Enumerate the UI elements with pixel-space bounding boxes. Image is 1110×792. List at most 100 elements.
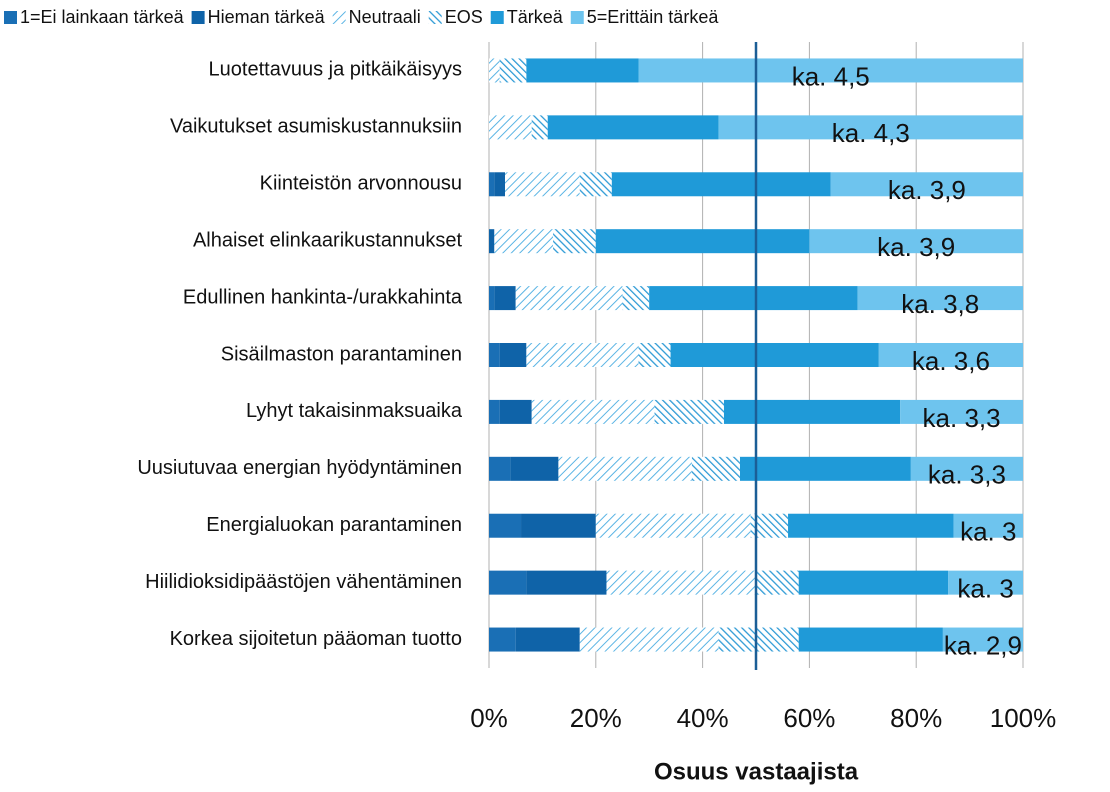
annotation: ka. 4,3 <box>832 118 910 148</box>
bar-segment <box>718 627 799 652</box>
bar-segment <box>579 627 719 652</box>
legend-label: 5=Erittäin tärkeä <box>587 7 720 27</box>
bar-segment <box>739 456 911 481</box>
x-tick-label: 0% <box>470 703 508 733</box>
bar-segment <box>521 513 596 538</box>
annotation: ka. 3,8 <box>901 289 979 319</box>
y-tick-label: Korkea sijoitetun pääoman tuotto <box>170 628 462 650</box>
bar-segment <box>691 456 740 481</box>
legend-swatch <box>428 11 442 24</box>
bar-segment <box>622 286 650 311</box>
bar-segment <box>910 456 1023 481</box>
annotation: ka. 3 <box>957 574 1013 604</box>
annotation: ka. 2,9 <box>944 630 1022 660</box>
annotation: ka. 3,9 <box>877 232 955 262</box>
bar-segment <box>547 115 719 140</box>
legend-label: Hieman tärkeä <box>208 7 326 27</box>
y-tick-label: Kiinteistön arvonnousu <box>260 173 462 195</box>
legend-swatch <box>332 11 346 24</box>
annotation: ka. 3,3 <box>928 460 1006 490</box>
bar-segment <box>606 570 756 595</box>
bar-segment <box>857 286 1023 311</box>
bar-segment <box>756 570 799 595</box>
bar-segment <box>505 172 580 197</box>
bar-segment <box>494 229 554 254</box>
bar-segment <box>595 229 810 254</box>
legend-swatch <box>4 11 17 24</box>
y-tick-label: Luotettavuus ja pitkäikäisyys <box>209 59 462 81</box>
y-tick-label: Vaikutukset asumiskustannuksiin <box>170 116 462 138</box>
legend-label: 1=Ei lainkaan tärkeä <box>20 7 185 27</box>
bar-segment <box>948 570 1023 595</box>
x-tick-label: 80% <box>890 703 942 733</box>
bar-segment <box>670 343 879 367</box>
bar-segment <box>489 343 500 367</box>
bar-segment <box>595 513 751 538</box>
bar-segment <box>878 343 1023 367</box>
annotation: ka. 4,5 <box>792 61 870 91</box>
bar-segment <box>510 456 559 481</box>
bar-segment <box>611 172 831 197</box>
bar-segment <box>489 115 532 140</box>
bar-segment <box>515 286 623 311</box>
bar-segment <box>494 172 506 197</box>
bar-segment <box>499 399 532 424</box>
bar-segment <box>494 286 516 311</box>
y-tick-label: Hiilidioksidipäästöjen vähentäminen <box>145 571 462 593</box>
x-tick-label: 100% <box>990 703 1057 733</box>
legend-swatch <box>490 11 504 24</box>
bar-segment <box>526 343 639 367</box>
bar-segment <box>489 229 495 254</box>
bar-segment <box>515 627 580 652</box>
legend-label: Neutraali <box>349 7 421 27</box>
bar-segment <box>499 343 527 367</box>
y-tick-label: Lyhyt takaisinmaksuaika <box>246 400 463 422</box>
bar-segment <box>526 570 607 595</box>
annotation: ka. 3 <box>960 517 1016 547</box>
bar-segment <box>649 286 858 311</box>
bar-segment <box>830 172 1023 197</box>
bar-segment <box>798 627 943 652</box>
bar-segment <box>489 570 527 595</box>
annotation: ka. 3,6 <box>912 346 990 376</box>
bar-segment <box>942 627 1023 652</box>
legend-label: EOS <box>445 7 483 27</box>
y-tick-label: Alhaiset elinkaarikustannukset <box>193 229 462 251</box>
bar-segment <box>638 343 671 367</box>
annotation: ka. 3,9 <box>888 175 966 205</box>
bar-segment <box>489 456 511 481</box>
bar-segment <box>499 58 527 83</box>
y-tick-label: Sisäilmaston parantaminen <box>221 343 462 365</box>
legend-label: Tärkeä <box>507 7 564 27</box>
y-tick-label: Edullinen hankinta-/urakkahinta <box>183 286 463 308</box>
bar-segment <box>788 513 954 538</box>
x-axis-title: Osuus vastaajista <box>654 758 859 785</box>
bar-segment <box>718 115 1023 140</box>
bar-segment <box>489 286 495 311</box>
bar-segment <box>526 58 639 83</box>
legend-swatch <box>570 11 584 24</box>
y-tick-label: Energialuokan parantaminen <box>206 514 462 536</box>
y-tick-label: Uusiutuvaa energian hyödyntäminen <box>137 457 462 479</box>
bar-segment <box>900 399 1023 424</box>
bar-segment <box>558 456 692 481</box>
bar-segment <box>489 58 500 83</box>
legend-swatch <box>191 11 205 24</box>
bar-segment <box>723 399 901 424</box>
bar-segment <box>489 399 500 424</box>
bar-segment <box>809 229 1023 254</box>
x-tick-label: 20% <box>570 703 622 733</box>
bar-segment <box>638 58 1023 83</box>
bar-segment <box>489 627 516 652</box>
x-tick-label: 40% <box>677 703 729 733</box>
bar-segment <box>798 570 949 595</box>
bar-segment <box>489 172 495 197</box>
annotation: ka. 3,3 <box>923 403 1001 433</box>
bar-segment <box>553 229 596 254</box>
bar-segment <box>654 399 724 424</box>
bar-segment <box>531 115 548 140</box>
x-tick-label: 60% <box>783 703 835 733</box>
bar-segment <box>953 513 1023 538</box>
bar-segment <box>579 172 612 197</box>
